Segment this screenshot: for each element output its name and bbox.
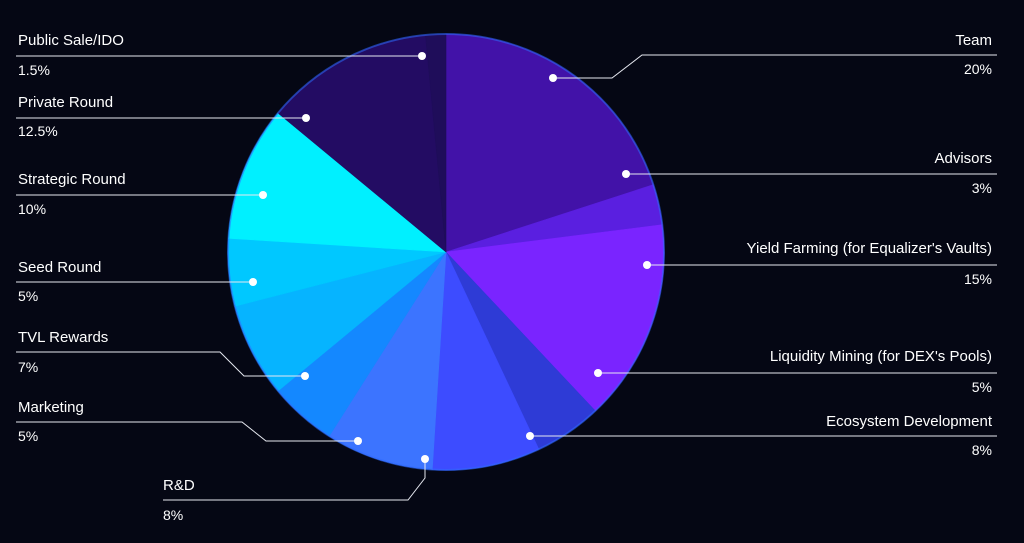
pie-rim <box>227 33 665 471</box>
slice-value-strategic-round: 10% <box>18 201 46 217</box>
leader-dot-r-d <box>421 455 429 463</box>
slice-label-ecosystem-development: Ecosystem Development <box>826 413 993 430</box>
slice-value-advisors: 3% <box>972 180 992 196</box>
leader-dot-liquidity-mining-for-dex-s-pools <box>594 369 602 377</box>
leader-dot-advisors <box>622 170 630 178</box>
slice-value-marketing: 5% <box>18 428 38 444</box>
slice-label-liquidity-mining-for-dex-s-pools: Liquidity Mining (for DEX's Pools) <box>770 348 992 365</box>
slice-value-team: 20% <box>964 61 992 77</box>
leader-line-marketing <box>16 421 358 442</box>
leader-dot-private-round <box>302 114 310 122</box>
slice-label-public-sale-ido: Public Sale/IDO <box>18 32 124 49</box>
leader-dot-public-sale-ido <box>418 52 426 60</box>
leader-line-team <box>553 54 997 79</box>
leader-dot-team <box>549 74 557 82</box>
slice-label-team: Team <box>955 32 992 49</box>
leader-dot-tvl-rewards <box>301 372 309 380</box>
slice-label-yield-farming-for-equalizer-s-vaults: Yield Farming (for Equalizer's Vaults) <box>747 240 992 257</box>
pie-slices <box>227 33 665 471</box>
slice-label-private-round: Private Round <box>18 94 113 111</box>
slice-value-public-sale-ido: 1.5% <box>18 62 50 78</box>
leader-dot-ecosystem-development <box>526 432 534 440</box>
leader-line-r-d <box>163 459 426 501</box>
slice-value-private-round: 12.5% <box>18 123 58 139</box>
slice-value-ecosystem-development: 8% <box>972 442 992 458</box>
slice-label-seed-round: Seed Round <box>18 259 101 276</box>
slice-value-r-d: 8% <box>163 507 183 523</box>
leader-dot-strategic-round <box>259 191 267 199</box>
slice-value-liquidity-mining-for-dex-s-pools: 5% <box>972 379 992 395</box>
slice-value-yield-farming-for-equalizer-s-vaults: 15% <box>964 271 992 287</box>
slice-label-tvl-rewards: TVL Rewards <box>18 329 108 346</box>
leader-dot-seed-round <box>249 278 257 286</box>
slice-label-r-d: R&D <box>163 477 195 494</box>
leader-dot-marketing <box>354 437 362 445</box>
slice-value-seed-round: 5% <box>18 288 38 304</box>
slice-label-advisors: Advisors <box>934 150 992 167</box>
slice-labels: Team 20% Advisors 3% Yield Farming (for Equa… <box>18 32 993 523</box>
leader-line-tvl-rewards <box>16 351 305 377</box>
leader-dot-yield-farming-for-equalizer-s-vaults <box>643 261 651 269</box>
slice-label-marketing: Marketing <box>18 399 84 416</box>
leader-lines <box>16 52 997 501</box>
slice-label-strategic-round: Strategic Round <box>18 171 126 188</box>
slice-value-tvl-rewards: 7% <box>18 359 38 375</box>
